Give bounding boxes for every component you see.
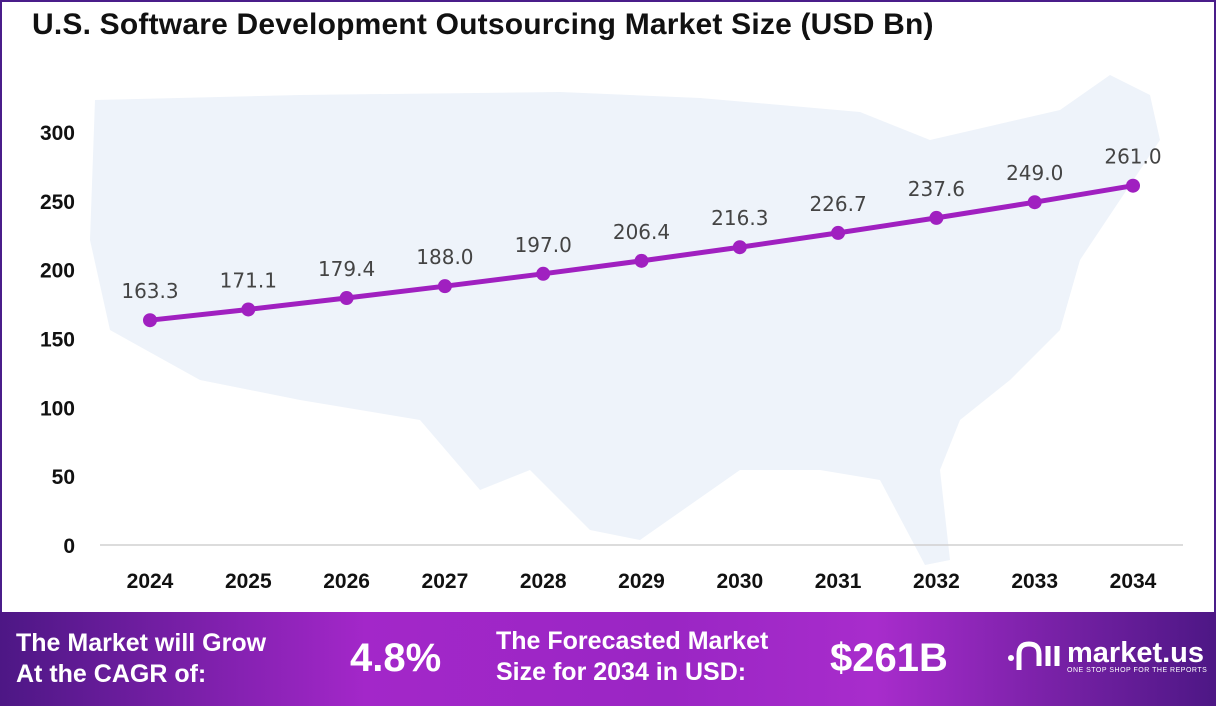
us-map-background <box>90 75 1160 565</box>
market-us-logo: market.us ONE STOP SHOP FOR THE REPORTS <box>1005 636 1207 676</box>
data-label: 237.6 <box>908 177 965 201</box>
data-point <box>634 253 649 268</box>
y-tick-label: 100 <box>40 397 75 420</box>
x-tick-label: 2024 <box>127 570 174 593</box>
x-tick-label: 2028 <box>520 570 567 593</box>
x-tick-label: 2027 <box>422 570 469 593</box>
chart-title: U.S. Software Development Outsourcing Ma… <box>32 8 934 41</box>
y-tick-label: 150 <box>40 329 75 352</box>
forecast-label-line1: The Forecasted Market <box>496 627 769 655</box>
x-tick-label: 2026 <box>323 570 370 593</box>
x-tick-label: 2029 <box>618 570 665 593</box>
data-label: 188.0 <box>416 245 473 269</box>
y-tick-label: 50 <box>52 466 75 489</box>
chart-frame <box>0 0 1216 614</box>
cagr-value: 4.8% <box>350 636 442 680</box>
y-tick-label: 300 <box>40 122 75 145</box>
data-label: 249.0 <box>1006 161 1063 185</box>
data-point <box>437 279 452 294</box>
market-us-logo-icon <box>1008 641 1060 670</box>
data-point <box>929 210 944 225</box>
y-tick-label: 250 <box>40 191 75 214</box>
forecast-label-line2: Size for 2034 in USD: <box>496 658 747 686</box>
cagr-label: The Market will Grow At the CAGR of: <box>16 628 266 690</box>
x-tick-label: 2025 <box>225 570 272 593</box>
data-label: 179.4 <box>318 257 375 281</box>
data-label: 206.4 <box>613 220 670 244</box>
logo-tagline: ONE STOP SHOP FOR THE REPORTS <box>1067 666 1208 674</box>
x-tick-label: 2033 <box>1011 570 1058 593</box>
data-point <box>1027 195 1042 210</box>
y-tick-label: 0 <box>63 535 75 558</box>
data-label: 226.7 <box>809 192 866 216</box>
series-line <box>149 183 1134 323</box>
y-tick-label: 200 <box>40 260 75 283</box>
summary-banner: The Market will Grow At the CAGR of: 4.8… <box>0 612 1216 706</box>
x-tick-label: 2032 <box>913 570 960 593</box>
data-point <box>831 225 846 240</box>
data-label: 171.1 <box>220 268 277 292</box>
line-chart: 0 50 100 150 200 250 300 2024 2025 2026 2027 2028 20… <box>40 122 1183 593</box>
data-point <box>536 266 551 281</box>
data-point <box>143 313 157 328</box>
data-point <box>732 240 747 255</box>
x-tick-label: 2031 <box>815 570 862 593</box>
data-point <box>1126 178 1140 193</box>
cagr-label-line2: At the CAGR of: <box>16 660 207 688</box>
forecast-label: The Forecasted Market Size for 2034 in U… <box>496 626 768 688</box>
x-tick-label: 2034 <box>1110 570 1157 593</box>
logo-name: market.us <box>1067 636 1205 669</box>
data-point <box>339 291 354 306</box>
cagr-label-line1: The Market will Grow <box>16 629 267 657</box>
x-tick-label: 2030 <box>716 570 763 593</box>
data-label: 216.3 <box>711 206 768 230</box>
data-point <box>241 302 256 317</box>
data-label: 163.3 <box>121 279 178 303</box>
data-label: 261.0 <box>1104 145 1161 169</box>
forecast-value: $261B <box>830 636 948 680</box>
data-label: 197.0 <box>515 233 572 257</box>
